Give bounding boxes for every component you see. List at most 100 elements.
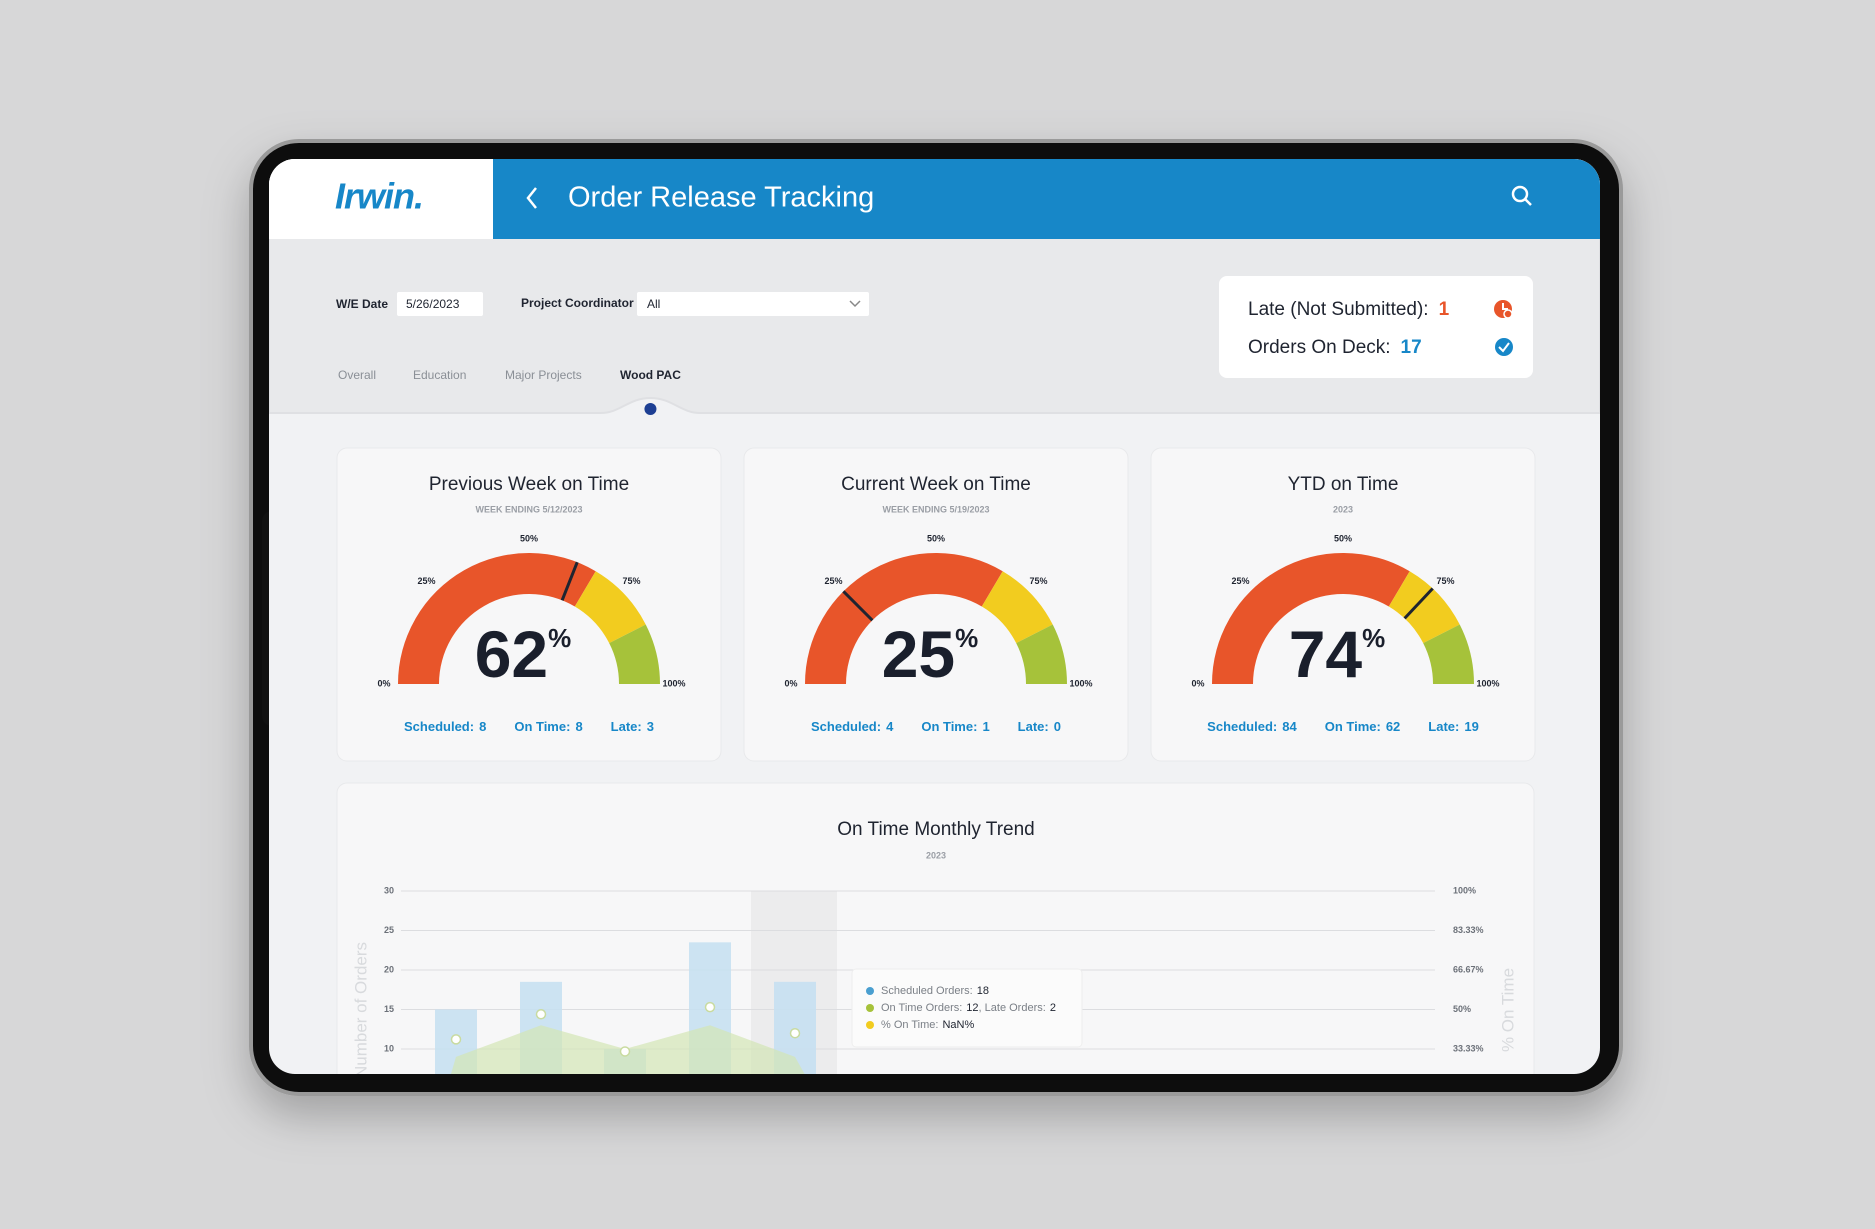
y2-tick-label: 83.33% xyxy=(1453,925,1484,935)
gauge-tick-label: 0% xyxy=(784,678,797,688)
stat-scheduled: 8 xyxy=(479,719,486,734)
y-tick-label: 25 xyxy=(384,925,394,935)
late-count: 1 xyxy=(1439,299,1450,320)
stat-late: 19 xyxy=(1464,719,1478,734)
stat-late-label: Late: xyxy=(1018,719,1049,734)
late-label: Late (Not Submitted): xyxy=(1248,299,1429,320)
tab[interactable]: Major Projects xyxy=(505,368,582,382)
deck-status: Orders On Deck: 17 xyxy=(1248,337,1422,358)
y2-tick-label: 66.67% xyxy=(1453,964,1484,974)
logo: Irwin. xyxy=(335,176,423,217)
gauge-tick-label: 50% xyxy=(520,533,538,543)
gauge-tick-label: 0% xyxy=(1191,678,1204,688)
gauge-subtitle: WEEK ENDING 5/12/2023 xyxy=(475,504,582,514)
gauge-band xyxy=(805,553,1003,684)
deck-count: 17 xyxy=(1401,337,1422,358)
tab[interactable]: Wood PAC xyxy=(620,368,681,382)
stat-on-time-label: On Time: xyxy=(1325,719,1381,734)
gauge-tick-label: 75% xyxy=(1437,576,1455,586)
stat-late-label: Late: xyxy=(1428,719,1459,734)
gauge-value: 25% xyxy=(882,617,979,691)
legend-entry: Scheduled Orders: 18 xyxy=(881,985,989,997)
date-value: 5/26/2023 xyxy=(406,297,460,311)
point xyxy=(535,1008,547,1020)
tooltip-pct-label: % On Time: xyxy=(881,1019,938,1031)
gauge-tick-label: 25% xyxy=(824,576,842,586)
y2-axis-label: % On Time xyxy=(1498,968,1517,1052)
gauge-tick-label: 50% xyxy=(927,533,945,543)
gauge-value-number: 62 xyxy=(475,617,548,691)
stat-on-time: 62 xyxy=(1386,719,1400,734)
tooltip-scheduled-label: Scheduled Orders: xyxy=(881,985,973,997)
gauge-tick-label: 75% xyxy=(623,576,641,586)
tooltip-scheduled: 18 xyxy=(977,985,989,997)
area xyxy=(435,1025,835,1074)
deck-label: Orders On Deck: xyxy=(1248,337,1391,358)
gauge-band xyxy=(1016,624,1067,684)
stat-scheduled: 84 xyxy=(1282,719,1297,734)
y-tick-label: 30 xyxy=(384,885,394,895)
y2-tick-label: 100% xyxy=(1453,885,1476,895)
gauge-unit: % xyxy=(1362,623,1385,653)
tab[interactable]: Overall xyxy=(338,368,376,382)
legend-entry: On Time Orders: 12, Late Orders: 2 xyxy=(881,1002,1056,1014)
point xyxy=(704,1001,716,1013)
gauge-band xyxy=(1423,624,1474,684)
stat-scheduled-label: Scheduled: xyxy=(404,719,474,734)
logo-area xyxy=(269,159,493,239)
gauge-tick-label: 100% xyxy=(1069,678,1092,688)
gauge-stats: Scheduled: 8 On Time: 8 Late: 3 xyxy=(404,719,654,734)
stat-on-time: 8 xyxy=(575,719,582,734)
gauge-card: Current Week on Time WEEK ENDING 5/19/202… xyxy=(743,447,1129,762)
coordinator-value: All xyxy=(647,297,660,311)
gauge-band xyxy=(609,624,660,684)
gauge-subtitle: 2023 xyxy=(1333,504,1353,514)
gauge-value: 74% xyxy=(1289,617,1386,691)
gauge-tick-label: 100% xyxy=(662,678,685,688)
gauge-tick-label: 0% xyxy=(377,678,390,688)
gauge-band xyxy=(398,553,596,684)
y-tick-label: 15 xyxy=(384,1004,394,1014)
stat-on-time-label: On Time: xyxy=(514,719,570,734)
tooltip-pct: NaN% xyxy=(942,1019,974,1031)
gauge-tick-label: 100% xyxy=(1476,678,1499,688)
point xyxy=(619,1046,631,1057)
gauge-title: YTD on Time xyxy=(1288,474,1399,495)
legend-swatch xyxy=(866,987,874,995)
search-button[interactable] xyxy=(1511,185,1532,206)
gauge-stats: Scheduled: 84 On Time: 62 Late: 19 xyxy=(1207,719,1479,734)
gauge-band xyxy=(981,571,1053,644)
gauge-needle xyxy=(560,561,579,601)
gauge-needle xyxy=(842,590,874,622)
gauge-tick-label: 25% xyxy=(1231,576,1249,586)
gauge-band xyxy=(574,571,646,644)
y2-tick-label: 50% xyxy=(1453,1004,1471,1014)
late-status: Late (Not Submitted): 1 xyxy=(1248,299,1450,320)
gauge-value-number: 74 xyxy=(1289,617,1363,691)
tooltip-on-time: 12 xyxy=(966,1002,978,1014)
y-tick-label: 20 xyxy=(384,964,394,974)
gauge-band xyxy=(1212,553,1410,684)
gauge-tick-label: 75% xyxy=(1030,576,1048,586)
status-card xyxy=(1219,276,1533,378)
coordinator-label: Project Coordinator xyxy=(521,296,634,310)
tab[interactable]: Education xyxy=(413,368,466,382)
stat-scheduled: 4 xyxy=(886,719,894,734)
date-input[interactable] xyxy=(397,292,483,316)
stat-late-label: Late: xyxy=(611,719,642,734)
gauge-band xyxy=(1388,571,1460,644)
stat-scheduled-label: Scheduled: xyxy=(1207,719,1277,734)
legend-entry: % On Time: NaN% xyxy=(881,1019,974,1031)
y-axis-label: Number of Orders xyxy=(351,942,370,1078)
page-title: Order Release Tracking xyxy=(568,182,874,214)
stat-scheduled-label: Scheduled: xyxy=(811,719,881,734)
tooltip-late: 2 xyxy=(1050,1002,1056,1014)
coordinator-select[interactable] xyxy=(637,292,869,316)
date-label: W/E Date xyxy=(336,297,388,311)
gauge-unit: % xyxy=(548,623,571,653)
back-button[interactable] xyxy=(526,187,537,209)
gauge-value: 62% xyxy=(475,617,572,691)
tooltip-late-label: , Late Orders: xyxy=(979,1002,1046,1014)
legend-swatch xyxy=(866,1021,874,1029)
